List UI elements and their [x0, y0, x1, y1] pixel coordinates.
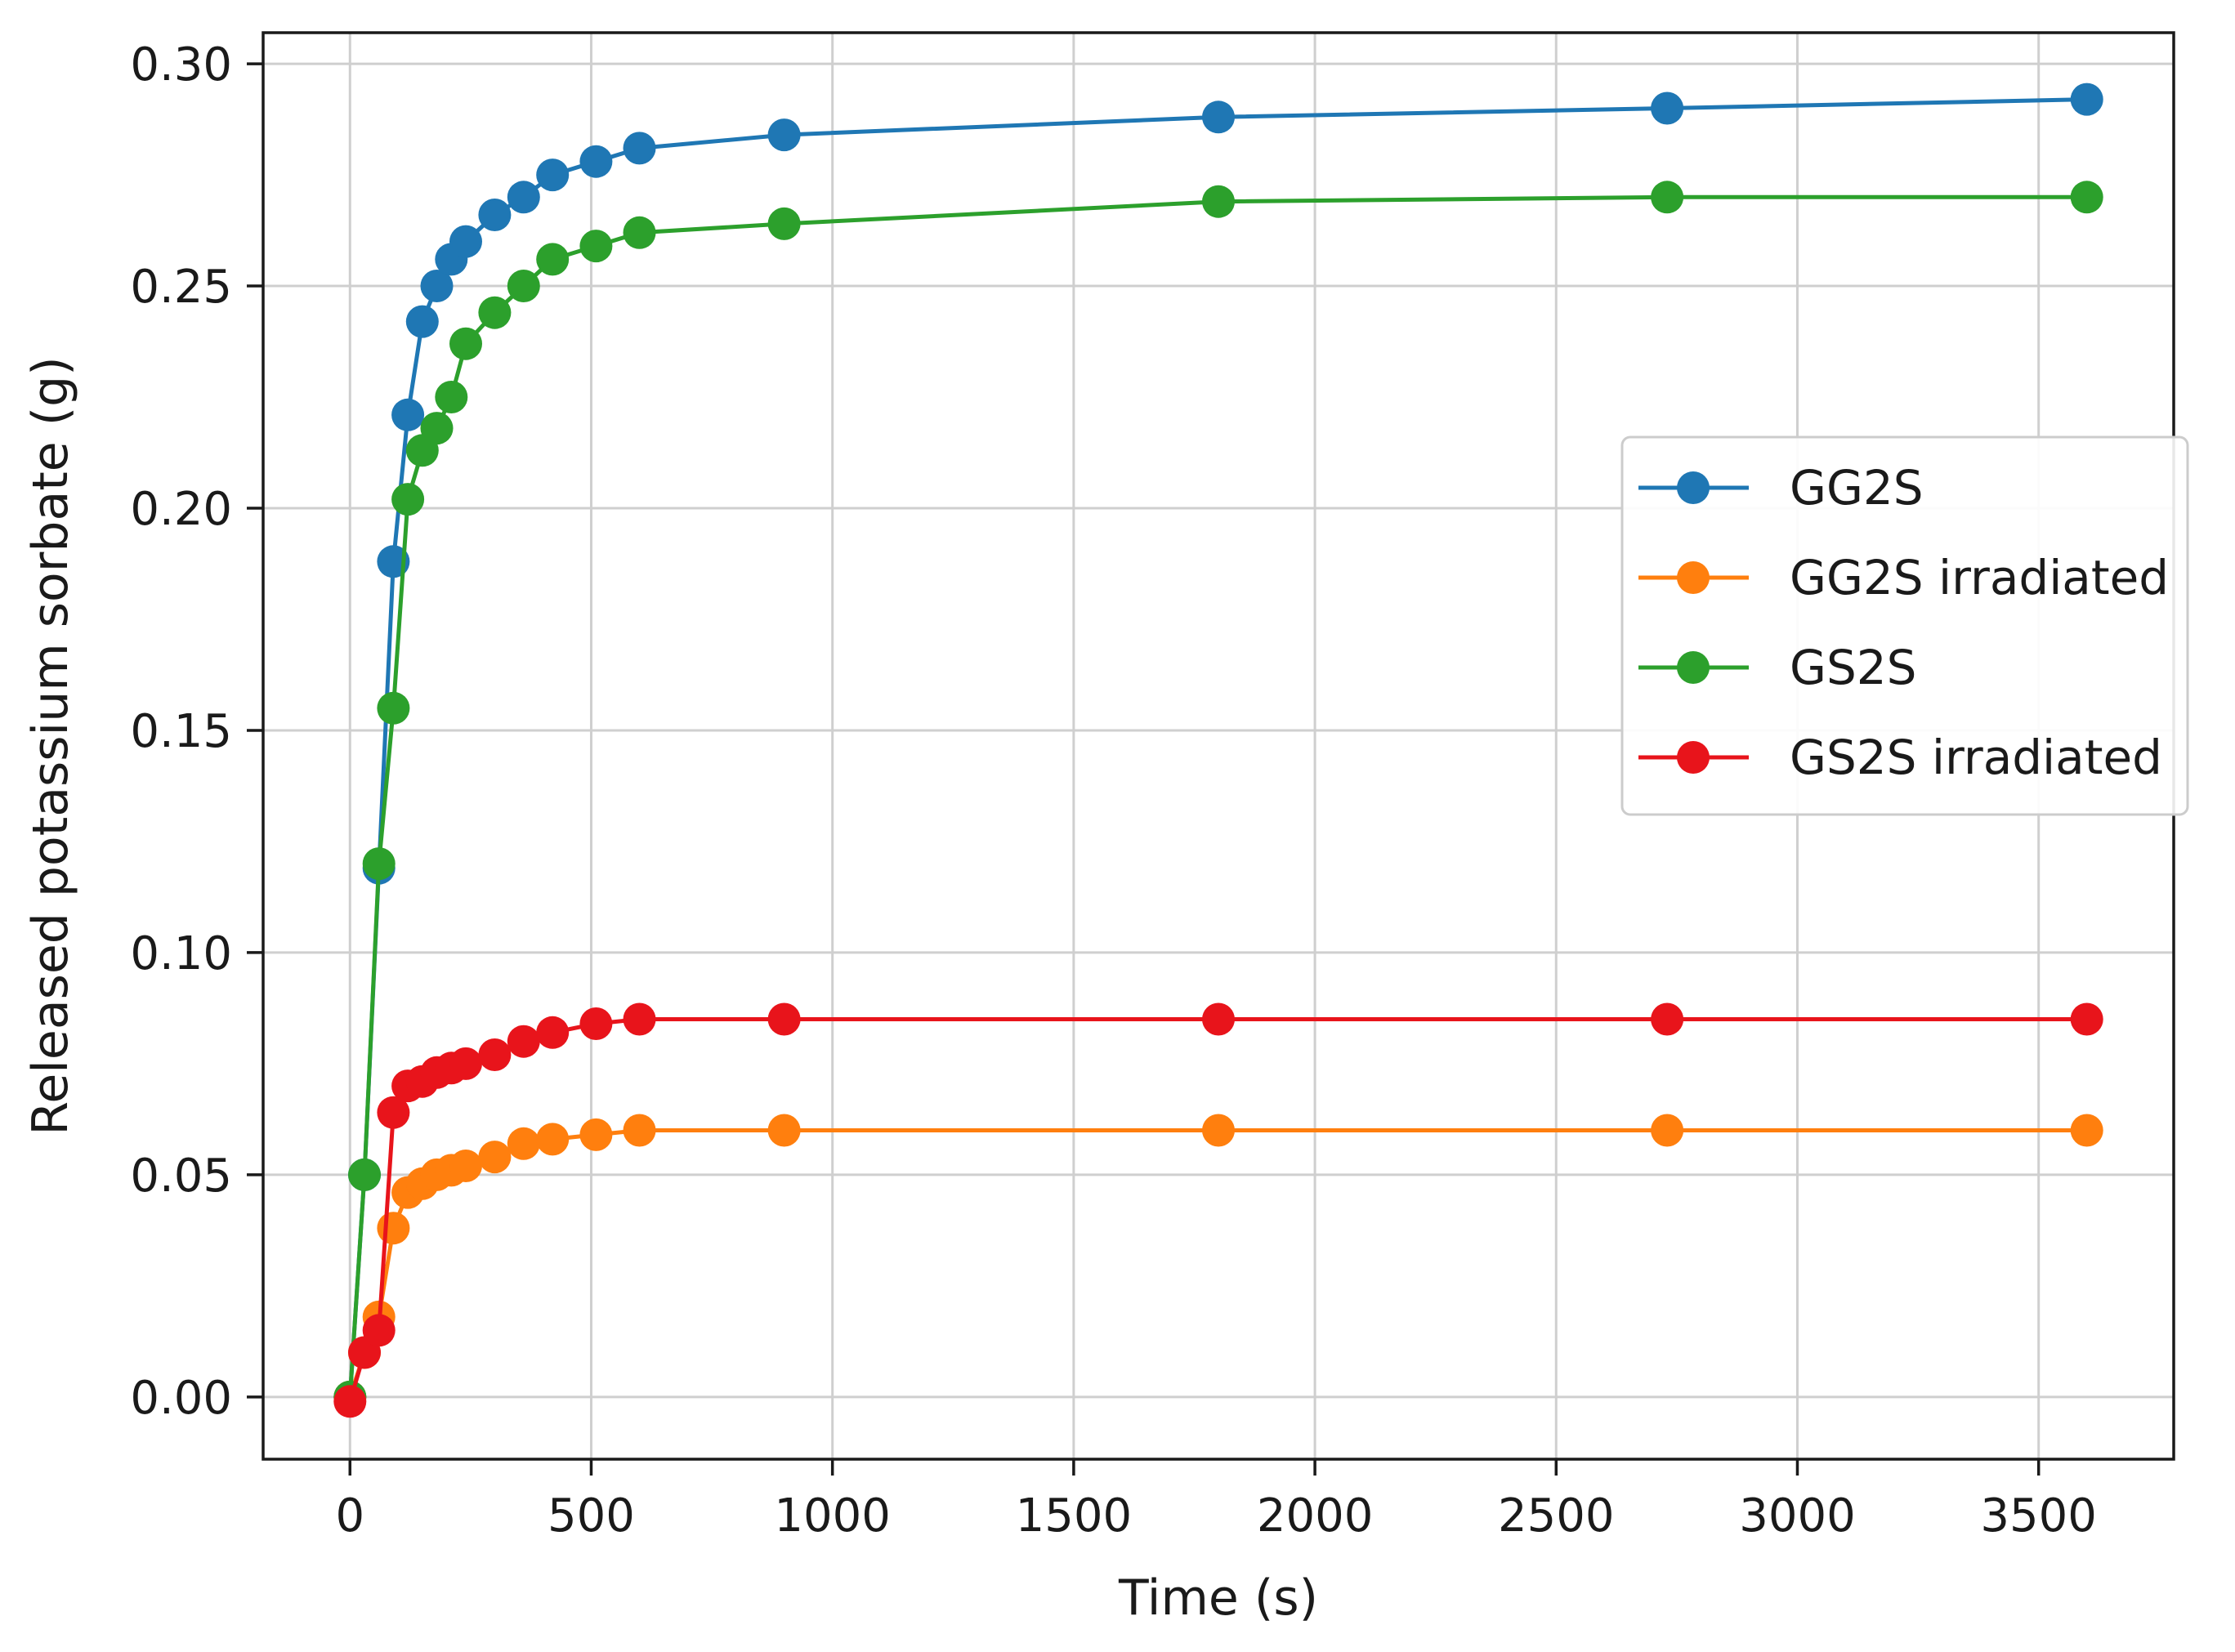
data-point-gs2s [536, 243, 570, 276]
data-point-gs2s [1651, 181, 1684, 214]
legend-label: GG2S irradiated [1790, 550, 2169, 605]
data-point-gg2s-irradiated [507, 1127, 540, 1160]
data-point-gg2s [420, 270, 454, 302]
data-point-gs2s-irradiated [377, 1096, 410, 1129]
y-axis-label: Released potassium sorbate (g) [22, 356, 79, 1135]
legend-marker-swatch [1677, 741, 1710, 774]
data-point-gs2s-irradiated [623, 1002, 656, 1036]
x-tick-label: 1500 [1016, 1489, 1133, 1543]
data-point-gs2s [1202, 185, 1235, 218]
x-tick-label: 3500 [1980, 1489, 2097, 1543]
data-point-gg2s-irradiated [579, 1118, 613, 1151]
data-point-gs2s-irradiated [2070, 1002, 2103, 1036]
data-point-gg2s-irradiated [478, 1141, 512, 1174]
data-point-gg2s [391, 398, 425, 431]
data-point-gg2s-irradiated [623, 1114, 656, 1147]
data-point-gs2s [2070, 181, 2103, 214]
series-line-gs2s [347, 194, 2087, 1398]
legend: GG2S GG2S irradiated GS2S GS2S irradiated [1620, 435, 2189, 816]
data-point-gg2s [405, 305, 439, 338]
data-point-gg2s [507, 181, 540, 214]
series-line-gg2s [347, 97, 2087, 1398]
data-point-gg2s [767, 118, 801, 152]
data-point-gg2s [536, 159, 570, 192]
data-point-gs2s [507, 270, 540, 302]
x-tick-label: 2500 [1498, 1489, 1615, 1543]
series-gs2s-irradiated [333, 1002, 2103, 1418]
data-point-gs2s-irradiated [362, 1314, 396, 1347]
data-point-gs2s [435, 381, 468, 413]
data-point-gg2s-irradiated [449, 1150, 482, 1182]
legend-marker-swatch [1677, 471, 1710, 504]
legend-box [1620, 435, 2189, 816]
data-point-gg2s-irradiated [1651, 1114, 1684, 1147]
x-tick-label: 0 [335, 1489, 364, 1543]
data-point-gs2s [377, 691, 410, 725]
data-point-gs2s-irradiated [579, 1007, 613, 1040]
y-tick-label: 0.25 [130, 261, 232, 314]
data-point-gg2s [1651, 92, 1684, 125]
data-point-gs2s-irradiated [449, 1047, 482, 1080]
data-point-gs2s-irradiated [767, 1002, 801, 1036]
data-point-gg2s-irradiated [2070, 1114, 2103, 1147]
y-tick-label: 0.30 [130, 38, 232, 92]
data-point-gs2s-irradiated [1202, 1002, 1235, 1036]
data-point-gs2s [391, 483, 425, 516]
legend-label: GS2S irradiated [1790, 730, 2162, 785]
data-point-gg2s-irradiated [536, 1123, 570, 1156]
legend-marker-swatch [1677, 561, 1710, 594]
legend-item-gs2s: GS2S [1638, 640, 1916, 695]
data-point-gg2s [623, 132, 656, 165]
y-tick-label: 0.05 [130, 1150, 232, 1203]
data-point-gs2s [478, 296, 512, 329]
legend-label: GS2S [1790, 640, 1916, 695]
data-point-gg2s [1202, 100, 1235, 134]
data-point-gs2s [449, 327, 482, 360]
legend-marker-swatch [1677, 651, 1710, 684]
data-point-gs2s-irradiated [536, 1016, 570, 1049]
data-point-gs2s [579, 230, 613, 263]
data-point-gs2s [362, 847, 396, 881]
data-point-gs2s [767, 207, 801, 240]
data-point-gg2s [449, 225, 482, 258]
x-axis-label: Time (s) [1118, 1569, 1318, 1627]
y-tick-label: 0.20 [130, 483, 232, 536]
data-point-gs2s [623, 216, 656, 249]
legend-item-gs2s-irradiated: GS2S irradiated [1638, 730, 2162, 785]
series-gs2s [333, 181, 2103, 1413]
data-point-gg2s-irradiated [767, 1114, 801, 1147]
x-tick-label: 2000 [1257, 1489, 1374, 1543]
y-tick-label: 0.00 [130, 1372, 232, 1425]
x-tick-label: 1000 [774, 1489, 891, 1543]
data-point-gs2s [348, 1158, 381, 1191]
data-point-gs2s [420, 412, 454, 445]
data-point-gg2s [478, 199, 512, 231]
x-tick-label: 500 [548, 1489, 635, 1543]
y-tick-label: 0.15 [130, 705, 232, 758]
y-tick-label: 0.10 [130, 927, 232, 980]
x-tick-label: 3000 [1739, 1489, 1856, 1543]
data-point-gs2s-irradiated [478, 1038, 512, 1071]
legend-item-gg2s: GG2S [1638, 460, 1924, 516]
data-point-gs2s-irradiated [507, 1025, 540, 1058]
data-point-gg2s-irradiated [377, 1212, 410, 1245]
data-point-gg2s-irradiated [1202, 1114, 1235, 1147]
data-point-gs2s-irradiated [1651, 1002, 1684, 1036]
data-point-gs2s-irradiated [333, 1385, 367, 1418]
legend-item-gg2s-irradiated: GG2S irradiated [1638, 550, 2169, 605]
data-point-gg2s [579, 145, 613, 178]
data-point-gg2s [2070, 83, 2103, 116]
legend-label: GG2S [1790, 460, 1924, 516]
